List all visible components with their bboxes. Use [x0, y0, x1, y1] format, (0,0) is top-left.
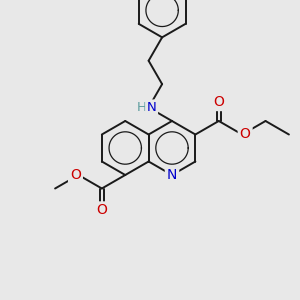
Text: O: O	[70, 168, 81, 182]
Text: H: H	[137, 101, 147, 114]
Text: O: O	[96, 203, 107, 218]
Text: O: O	[240, 128, 250, 142]
Text: N: N	[147, 101, 157, 114]
Text: N: N	[167, 168, 177, 182]
Text: O: O	[213, 95, 224, 109]
